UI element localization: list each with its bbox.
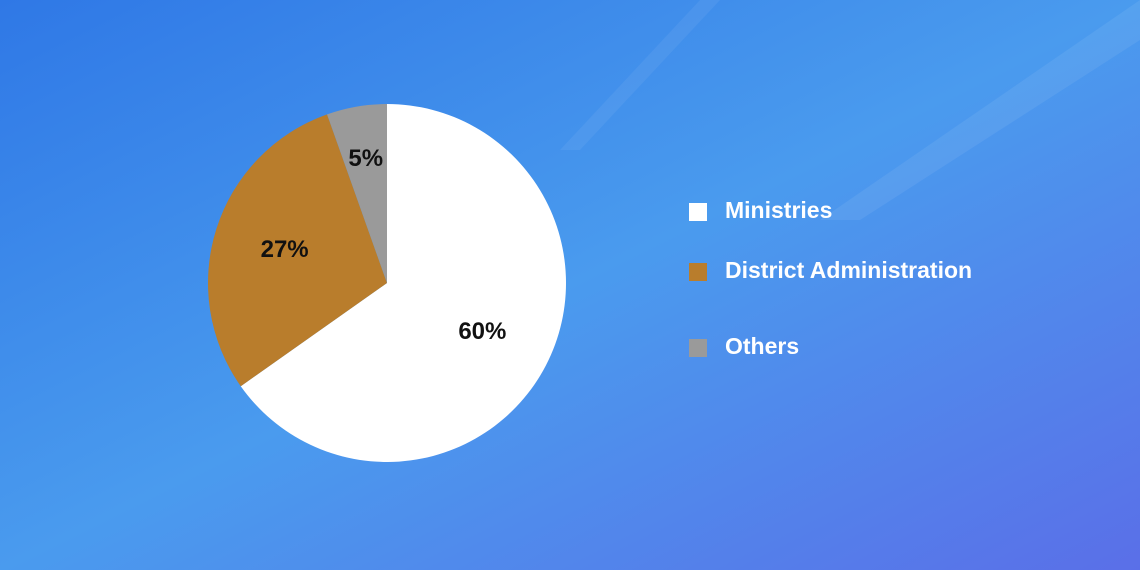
decoration <box>820 0 1140 220</box>
legend-label: District Administration <box>725 257 972 283</box>
legend-swatch <box>689 203 707 221</box>
slice-label: 5% <box>348 145 383 172</box>
legend-swatch <box>689 263 707 281</box>
decoration <box>560 0 720 150</box>
slice-label: 60% <box>458 318 506 345</box>
legend-swatch <box>689 339 707 357</box>
slice-label: 27% <box>261 236 309 263</box>
pie-slice <box>327 104 387 283</box>
legend-label: Ministries <box>725 197 832 223</box>
legend-label: Others <box>725 333 799 359</box>
pie-slice <box>240 104 566 462</box>
pie-slice <box>207 114 387 387</box>
